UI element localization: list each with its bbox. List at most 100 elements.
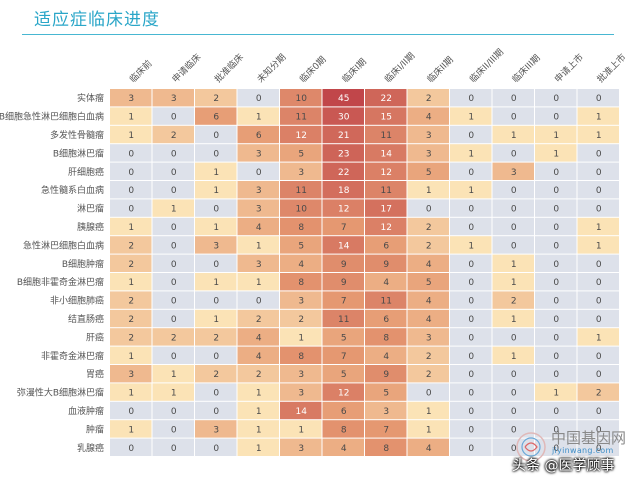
heatmap-cell bbox=[110, 162, 152, 180]
heatmap-cell bbox=[365, 125, 407, 144]
heatmap-cell bbox=[407, 438, 449, 456]
cell-value: 1 bbox=[426, 186, 432, 196]
cell-value: 9 bbox=[341, 278, 347, 288]
heatmap-cell bbox=[322, 199, 364, 217]
cell-value: 3 bbox=[298, 444, 304, 454]
cell-value: 0 bbox=[128, 407, 134, 417]
cell-value: 8 bbox=[298, 352, 304, 362]
cell-value: 9 bbox=[341, 260, 347, 270]
heatmap-cell bbox=[450, 217, 492, 236]
cell-value: 21 bbox=[338, 131, 349, 141]
cell-value: 0 bbox=[553, 315, 559, 325]
heatmap-cell bbox=[152, 217, 194, 236]
cell-value: 4 bbox=[426, 113, 432, 123]
cell-value: 12 bbox=[381, 168, 392, 178]
cell-value: 11 bbox=[381, 186, 392, 196]
cell-value: 8 bbox=[298, 223, 304, 233]
heatmap-cell bbox=[577, 199, 619, 217]
heatmap-cell bbox=[280, 144, 322, 162]
cell-value: 0 bbox=[511, 94, 517, 104]
heatmap-cell bbox=[152, 291, 194, 309]
cell-value: 0 bbox=[468, 205, 474, 215]
heatmap-cell bbox=[152, 383, 194, 401]
heatmap-cell bbox=[322, 125, 364, 144]
heatmap-cell bbox=[577, 346, 619, 364]
heatmap-cell bbox=[492, 89, 534, 107]
cell-value: 0 bbox=[596, 425, 602, 435]
cell-value: 0 bbox=[553, 168, 559, 178]
cell-value: 15 bbox=[381, 113, 392, 123]
heatmap-cell bbox=[195, 162, 237, 180]
cell-value: 4 bbox=[341, 444, 347, 454]
cell-value: 4 bbox=[256, 333, 262, 343]
heatmap-cell bbox=[407, 89, 449, 107]
cell-value: 0 bbox=[213, 444, 219, 454]
row-label: 急性髓系白血病 bbox=[41, 184, 104, 196]
cell-value: 11 bbox=[381, 131, 392, 141]
heatmap-cell bbox=[450, 89, 492, 107]
cell-value: 1 bbox=[128, 278, 134, 288]
row-label: 非小细胞肺癌 bbox=[50, 295, 104, 307]
heatmap-cell bbox=[195, 254, 237, 272]
heatmap-cell bbox=[492, 365, 534, 383]
cell-value: 14 bbox=[296, 407, 308, 417]
heatmap-cell bbox=[322, 236, 364, 254]
cell-value: 0 bbox=[128, 205, 134, 215]
cell-value: 0 bbox=[511, 186, 517, 196]
cell-value: 1 bbox=[256, 444, 262, 454]
cell-value: 4 bbox=[426, 297, 432, 307]
heatmap-cell bbox=[492, 273, 534, 291]
heatmap-cell bbox=[577, 291, 619, 309]
cell-value: 1 bbox=[171, 389, 177, 399]
heatmap-cell bbox=[492, 125, 534, 144]
heatmap-cell bbox=[535, 438, 577, 456]
cell-value: 0 bbox=[468, 389, 474, 399]
cell-value: 3 bbox=[298, 389, 304, 399]
column-label: 临床III期 bbox=[509, 52, 542, 85]
cell-value: 0 bbox=[596, 315, 602, 325]
cell-value: 0 bbox=[171, 352, 177, 362]
heatmap-cell bbox=[535, 89, 577, 107]
heatmap-cell bbox=[322, 181, 364, 199]
cell-value: 0 bbox=[511, 370, 517, 380]
heatmap-cell bbox=[365, 401, 407, 420]
heatmap-cell bbox=[365, 181, 407, 199]
heatmap-cell bbox=[407, 365, 449, 383]
cell-value: 4 bbox=[426, 260, 432, 270]
cell-value: 4 bbox=[383, 278, 389, 288]
heatmap-cell bbox=[492, 309, 534, 328]
cell-value: 17 bbox=[381, 205, 392, 215]
cell-value: 1 bbox=[426, 407, 432, 417]
heatmap-cell bbox=[152, 107, 194, 125]
cell-value: 5 bbox=[341, 370, 347, 380]
heatmap-cell bbox=[577, 328, 619, 346]
cell-value: 0 bbox=[171, 168, 177, 178]
row-label: 结直肠癌 bbox=[68, 313, 104, 325]
heatmap-cell bbox=[237, 125, 279, 144]
heatmap-cell bbox=[577, 420, 619, 438]
cell-value: 1 bbox=[298, 425, 304, 435]
cell-value: 10 bbox=[296, 205, 308, 215]
cell-value: 1 bbox=[596, 333, 602, 343]
heatmap-cell bbox=[237, 107, 279, 125]
heatmap-cell bbox=[407, 328, 449, 346]
heatmap-cell bbox=[152, 144, 194, 162]
heatmap-cell bbox=[407, 236, 449, 254]
cell-value: 6 bbox=[341, 407, 347, 417]
cell-value: 1 bbox=[256, 407, 262, 417]
heatmap-cell bbox=[450, 420, 492, 438]
cell-value: 1 bbox=[596, 113, 602, 123]
heatmap-cell bbox=[365, 254, 407, 272]
cell-value: 6 bbox=[213, 113, 219, 123]
heatmap-cell bbox=[237, 365, 279, 383]
heatmap-cell bbox=[280, 254, 322, 272]
cell-value: 0 bbox=[596, 370, 602, 380]
row-label: 淋巴瘤 bbox=[77, 203, 104, 215]
cell-value: 2 bbox=[256, 370, 262, 380]
cell-value: 12 bbox=[381, 223, 392, 233]
cell-value: 0 bbox=[596, 444, 602, 454]
heatmap-cell bbox=[195, 383, 237, 401]
cell-value: 0 bbox=[511, 149, 517, 159]
cell-value: 0 bbox=[213, 389, 219, 399]
cell-value: 23 bbox=[338, 149, 349, 159]
